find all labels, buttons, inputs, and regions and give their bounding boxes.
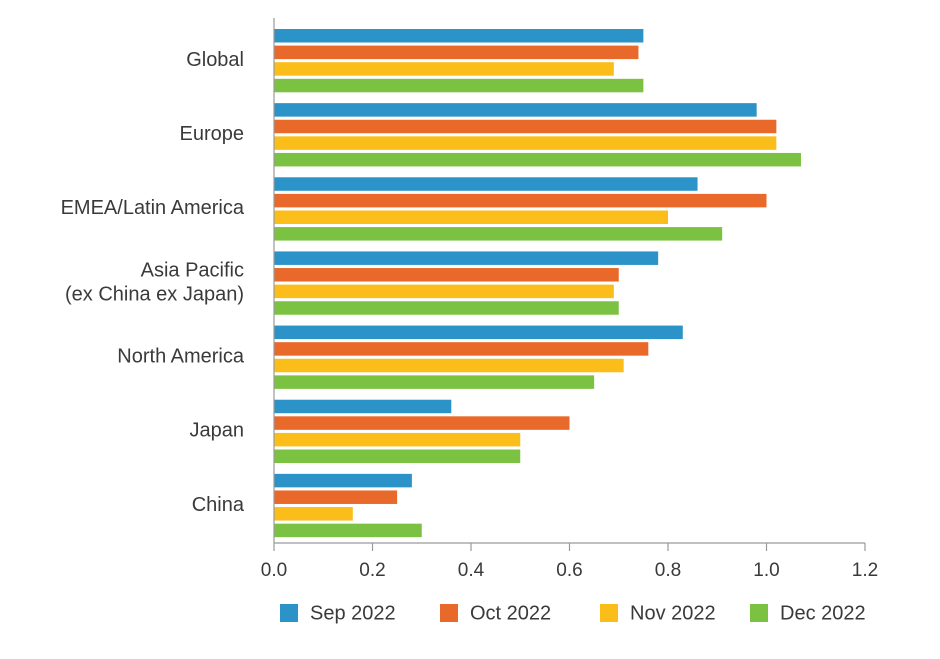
x-tick-label-1-0: 1.0	[753, 560, 779, 581]
bar-north-america-oct-2022	[274, 342, 649, 356]
category-label-ex-china-ex-japan: (ex China ex Japan)	[65, 283, 244, 305]
x-tick-label-0-0: 0.0	[261, 560, 287, 581]
category-label-japan: Japan	[190, 420, 245, 442]
x-tick-label-0-2: 0.2	[359, 560, 385, 581]
bar-japan-dec-2022	[274, 449, 521, 464]
bar-japan-nov-2022	[274, 432, 521, 447]
bar-north-america-dec-2022	[274, 375, 595, 389]
bar-china-sep-2022	[274, 473, 412, 488]
category-label-emea-latin-america: EMEA/Latin America	[61, 197, 245, 219]
bar-asia-pacific-ex-china-ex-japan-sep-2022	[274, 251, 659, 265]
bar-north-america-nov-2022	[274, 358, 624, 373]
bar-emea-latin-america-oct-2022	[274, 193, 767, 208]
legend-label-sep-2022: Sep 2022	[310, 602, 396, 624]
bar-north-america-sep-2022	[274, 325, 683, 340]
bar-asia-pacific-ex-china-ex-japan-oct-2022	[274, 268, 619, 282]
bar-china-dec-2022	[274, 523, 422, 538]
bar-global-oct-2022	[274, 45, 639, 60]
x-tick-label-1-2: 1.2	[852, 560, 878, 581]
category-label-global: Global	[186, 49, 244, 71]
x-tick-label-0-4: 0.4	[458, 560, 485, 581]
bar-europe-nov-2022	[274, 136, 777, 150]
bar-europe-dec-2022	[274, 152, 801, 167]
category-label-north-america: North America	[117, 346, 245, 368]
legend-swatch-nov-2022	[600, 604, 618, 622]
bar-japan-oct-2022	[274, 416, 570, 430]
bar-emea-latin-america-sep-2022	[274, 177, 698, 191]
bar-global-sep-2022	[274, 29, 644, 43]
bar-europe-oct-2022	[274, 119, 777, 134]
bar-europe-sep-2022	[274, 103, 757, 117]
x-tick-label-0-6: 0.6	[556, 560, 582, 581]
legend-label-nov-2022: Nov 2022	[630, 602, 716, 624]
bar-global-nov-2022	[274, 62, 614, 76]
bar-japan-sep-2022	[274, 399, 452, 414]
category-label-china: China	[192, 494, 245, 516]
legend-swatch-dec-2022	[750, 604, 768, 622]
legend-label-dec-2022: Dec 2022	[780, 602, 866, 624]
bar-global-dec-2022	[274, 78, 644, 93]
bar-asia-pacific-ex-china-ex-japan-nov-2022	[274, 284, 614, 299]
bar-asia-pacific-ex-china-ex-japan-dec-2022	[274, 301, 619, 315]
bar-emea-latin-america-dec-2022	[274, 227, 723, 241]
bar-emea-latin-america-nov-2022	[274, 210, 668, 224]
legend-swatch-oct-2022	[440, 604, 458, 622]
x-tick-label-0-8: 0.8	[655, 560, 681, 581]
legend-swatch-sep-2022	[280, 604, 298, 622]
legend-label-oct-2022: Oct 2022	[470, 602, 551, 624]
bar-china-oct-2022	[274, 490, 398, 504]
category-label-europe: Europe	[180, 123, 245, 145]
category-label-asia-pacific: Asia Pacific	[141, 259, 244, 281]
bar-china-nov-2022	[274, 507, 353, 521]
